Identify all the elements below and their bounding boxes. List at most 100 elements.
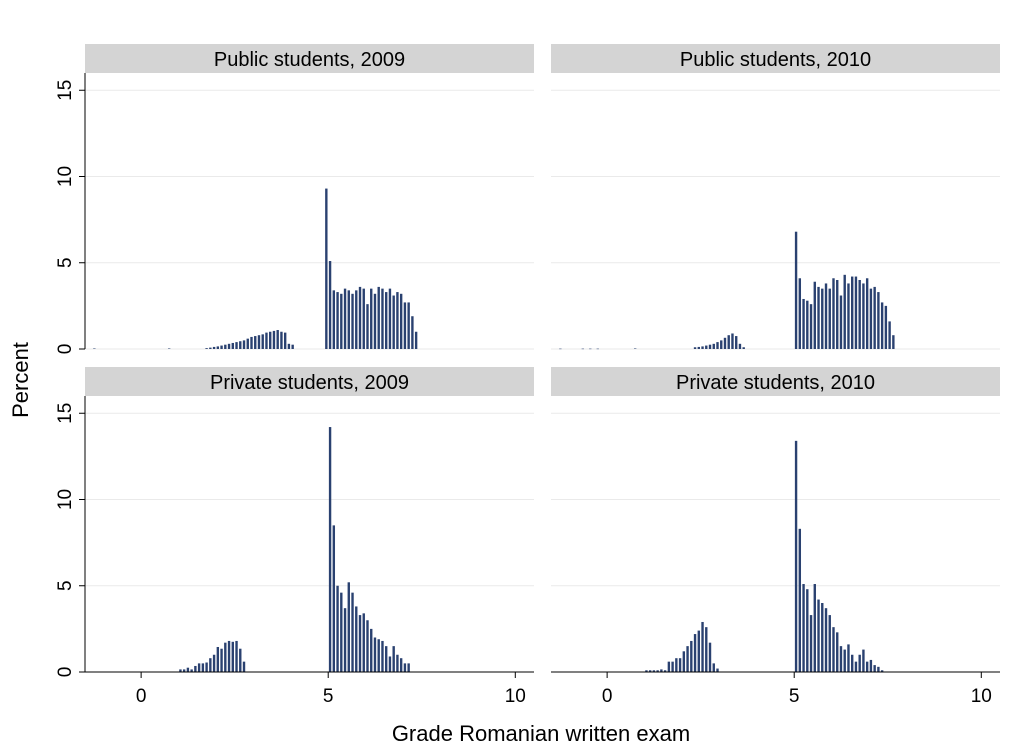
histogram-bar [742, 347, 745, 349]
histogram-bar [186, 667, 190, 672]
histogram-bar [705, 345, 708, 349]
histogram-bar [839, 295, 843, 349]
histogram-bar [559, 348, 562, 350]
histogram-bar [343, 608, 347, 672]
histogram-bar [377, 639, 380, 672]
histogram-bar [235, 640, 238, 672]
histogram-bar [276, 330, 279, 349]
histogram-bar [697, 630, 700, 672]
histogram-bar [362, 613, 365, 672]
histogram-bar [809, 615, 813, 672]
histogram-bar [351, 293, 354, 349]
histogram-bar [712, 663, 715, 673]
histogram-bar [388, 288, 392, 350]
histogram-bar [727, 335, 730, 349]
histogram-bar [340, 592, 343, 672]
histogram-bar [880, 670, 884, 672]
histogram-bar [261, 334, 264, 349]
y-tick-label: 5 [55, 257, 76, 268]
histogram-bar [828, 288, 831, 350]
histogram-bar [347, 582, 350, 672]
histogram-bar [239, 648, 242, 672]
histogram-bar [332, 525, 336, 673]
histogram-bar [93, 348, 96, 349]
histogram-bar [735, 336, 738, 349]
histogram-bar [836, 632, 839, 672]
histogram-bar [873, 665, 876, 672]
histogram-bar [806, 589, 809, 672]
x-tick-label: 0 [136, 686, 147, 707]
histogram-bar [212, 654, 216, 672]
histogram-bar [205, 662, 208, 672]
histogram-bar [403, 663, 407, 673]
y-tick-label: 10 [55, 489, 76, 510]
histogram-bar [227, 343, 231, 349]
histogram-bar [242, 661, 246, 672]
histogram-bar [847, 283, 850, 349]
histogram-bar [239, 341, 242, 349]
panel-title: Public students, 2010 [680, 49, 871, 71]
histogram-bar [809, 304, 813, 349]
histogram-bar [358, 615, 362, 672]
histogram-bar [250, 336, 253, 349]
y-tick-label: 0 [55, 667, 76, 678]
histogram-bar [265, 332, 268, 349]
histogram-bar [839, 646, 843, 673]
histogram-bar [336, 292, 339, 349]
histogram-bar [824, 608, 828, 672]
histogram-bar [693, 347, 697, 349]
histogram-bar [798, 278, 802, 349]
histogram-bar [806, 300, 809, 349]
panel-strip [85, 44, 534, 73]
histogram-bar [257, 335, 261, 349]
histogram-bar [723, 337, 727, 349]
histogram-bar [399, 293, 403, 349]
x-tick-label: 10 [971, 686, 992, 707]
histogram-bar [862, 283, 865, 349]
histogram-bar [686, 646, 689, 673]
histogram-bar [813, 584, 816, 672]
histogram-bar [712, 343, 715, 349]
histogram-bar [212, 346, 216, 349]
histogram-bar [194, 665, 197, 672]
panel-1: Public students, 2009 [85, 44, 534, 350]
histogram-bar [720, 340, 723, 350]
histogram-bar [167, 348, 171, 349]
histogram-bar [392, 646, 395, 673]
histogram-bar [847, 644, 850, 672]
y-tick-label: 0 [55, 344, 76, 355]
histogram-bar [693, 634, 697, 672]
histogram-bar [854, 276, 858, 349]
histogram-bar [716, 668, 719, 672]
histogram-bar [656, 670, 659, 672]
histogram-bar [358, 286, 362, 349]
histogram-bar [648, 670, 652, 672]
panel-4: Private students, 2010 [551, 367, 1000, 673]
histogram-bar [794, 440, 798, 672]
histogram-bar [411, 316, 414, 349]
histogram-bar [235, 342, 238, 349]
histogram-bar [824, 283, 828, 349]
histogram-bar [205, 348, 208, 349]
histogram-bar [381, 640, 384, 672]
histogram-bar [731, 333, 734, 349]
histogram-bar [836, 280, 839, 349]
y-tick-label: 15 [55, 403, 76, 424]
histogram-bar [366, 304, 369, 349]
histogram-bar [209, 658, 212, 672]
histogram-bar [373, 637, 377, 672]
histogram-bar [283, 332, 287, 349]
histogram-bar [355, 290, 358, 349]
histogram-bar [280, 331, 283, 349]
histogram-bar [355, 606, 358, 672]
histogram-bar [794, 231, 798, 349]
histogram-bar [216, 346, 220, 349]
histogram-bar [343, 288, 347, 350]
histogram-bar [216, 646, 220, 672]
histogram-bar [347, 290, 350, 349]
histogram-bar [708, 344, 712, 349]
histogram-bar [385, 646, 388, 673]
histogram-bar [269, 331, 272, 349]
histogram-bar [821, 603, 824, 672]
y-tick-label: 15 [55, 80, 76, 101]
